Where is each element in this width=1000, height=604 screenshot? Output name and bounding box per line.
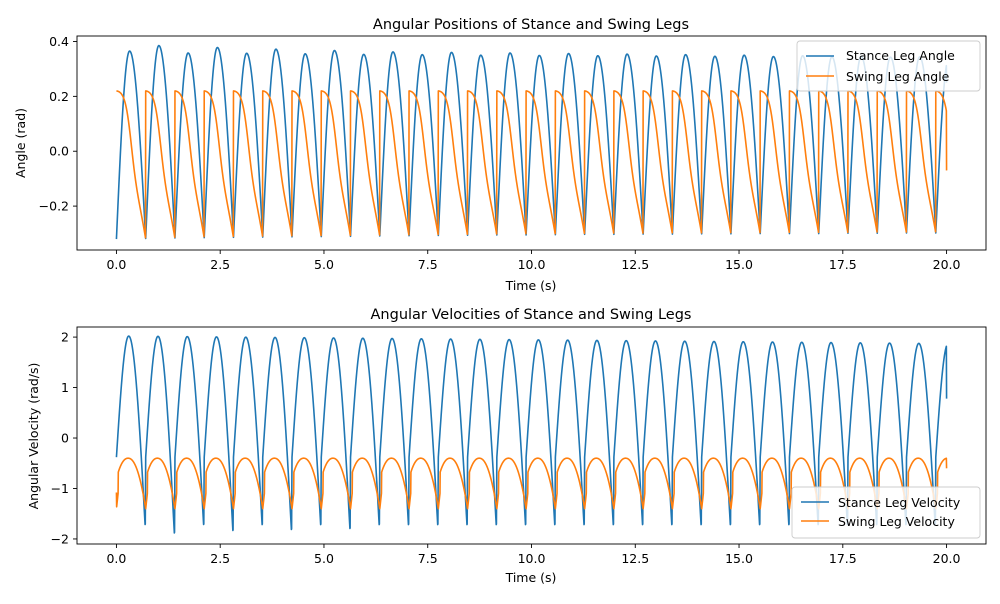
velocity-x-tick-label: 2.5 — [210, 551, 230, 566]
angle-series-swing — [115, 90, 948, 239]
angle-legend-label-swing: Swing Leg Angle — [846, 69, 950, 84]
angle-legend-box — [796, 40, 981, 92]
angle-chart: Angular Positions of Stance and Swing Le… — [13, 17, 987, 293]
angle-y-tick-label: 0.4 — [49, 34, 69, 49]
angle-y-tick-label: −0.2 — [39, 199, 69, 214]
velocity-x-label: Time (s) — [505, 570, 557, 585]
velocity-x-tick-label: 12.5 — [621, 551, 649, 566]
velocity-chart-title: Angular Velocities of Stance and Swing L… — [371, 307, 692, 323]
velocity-legend-label-swing: Swing Leg Velocity — [838, 514, 955, 529]
velocity-y-tick-label: −1 — [51, 481, 69, 496]
velocity-x-tick-label: 5.0 — [314, 551, 334, 566]
angle-x-tick-label: 20.0 — [933, 257, 961, 272]
velocity-series-stance — [115, 335, 948, 534]
velocity-legend: Stance Leg Velocity Swing Leg Velocity — [791, 486, 981, 539]
angle-x-label: Time (s) — [505, 278, 557, 293]
velocity-x-tick-label: 17.5 — [829, 551, 857, 566]
angle-x-tick-label: 17.5 — [829, 257, 857, 272]
angle-x-tick-label: 15.0 — [725, 257, 753, 272]
velocity-legend-label-stance: Stance Leg Velocity — [838, 495, 961, 510]
angle-y-tick-label: 0.0 — [49, 144, 69, 159]
angle-x-tick-label: 0.0 — [106, 257, 126, 272]
angle-x-tick-label: 7.5 — [418, 257, 438, 272]
angle-y-tick-label: 0.2 — [49, 89, 69, 104]
velocity-x-tick-label: 10.0 — [518, 551, 546, 566]
velocity-x-tick-label: 15.0 — [725, 551, 753, 566]
angle-x-tick-label: 10.0 — [518, 257, 546, 272]
velocity-x-tick-label: 20.0 — [933, 551, 961, 566]
angle-x-tick-label: 12.5 — [621, 257, 649, 272]
angle-y-label: Angle (rad) — [13, 108, 28, 178]
velocity-y-tick-label: 2 — [61, 330, 69, 345]
velocity-chart: Angular Velocities of Stance and Swing L… — [26, 307, 987, 585]
angle-x-tick-label: 2.5 — [210, 257, 230, 272]
velocity-y-label: Angular Velocity (rad/s) — [26, 363, 41, 510]
angle-legend: Stance Leg Angle Swing Leg Angle — [796, 40, 981, 92]
angle-chart-title: Angular Positions of Stance and Swing Le… — [373, 17, 689, 33]
velocity-x-tick-label: 0.0 — [106, 551, 126, 566]
velocity-y-tick-label: −2 — [51, 531, 69, 546]
angle-x-tick-label: 5.0 — [314, 257, 334, 272]
angle-legend-label-stance: Stance Leg Angle — [846, 48, 955, 63]
velocity-series-swing — [115, 457, 948, 510]
velocity-x-tick-label: 7.5 — [418, 551, 438, 566]
velocity-y-tick-label: 0 — [61, 431, 69, 446]
velocity-legend-box — [791, 486, 981, 539]
velocity-y-tick-label: 1 — [61, 380, 69, 395]
